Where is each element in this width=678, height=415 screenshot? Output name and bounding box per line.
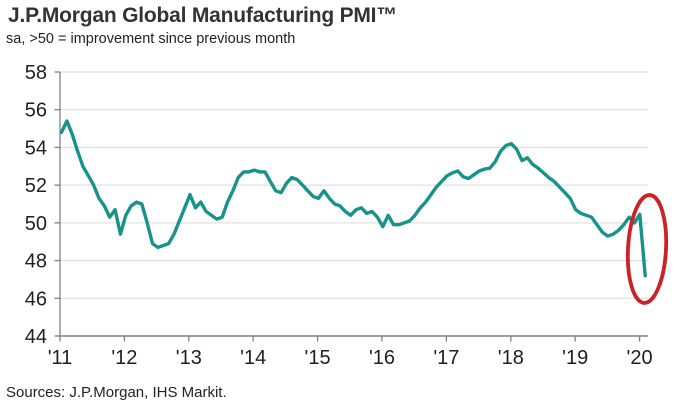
y-tick-label: 58 <box>25 62 47 84</box>
y-tick-label: 50 <box>25 213 47 235</box>
x-tick-label: '12 <box>111 347 137 369</box>
x-tick-label: '15 <box>305 347 331 369</box>
x-tick-label: '16 <box>369 347 395 369</box>
y-tick-label: 54 <box>25 137 47 159</box>
x-tick-label: '17 <box>433 347 459 369</box>
x-tick-label: '13 <box>176 347 202 369</box>
x-tick-label: '18 <box>498 347 524 369</box>
highlight-ellipse <box>625 193 669 305</box>
y-tick-label: 46 <box>25 288 47 310</box>
x-tick-label: '19 <box>562 347 588 369</box>
x-tick-label: '11 <box>48 347 73 369</box>
chart-source-note: Sources: J.P.Morgan, IHS Markit. <box>6 384 227 401</box>
x-tick-label: '14 <box>240 347 266 369</box>
chart-subtitle: sa, >50 = improvement since previous mon… <box>6 31 296 47</box>
y-tick-label: 44 <box>25 326 47 348</box>
y-tick-label: 52 <box>25 175 47 197</box>
chart-title: J.P.Morgan Global Manufacturing PMI™ <box>8 4 398 27</box>
pmi-line <box>59 119 647 278</box>
x-tick-label: '20 <box>627 347 653 369</box>
y-tick-label: 48 <box>25 251 47 273</box>
y-tick-label: 56 <box>25 100 47 122</box>
